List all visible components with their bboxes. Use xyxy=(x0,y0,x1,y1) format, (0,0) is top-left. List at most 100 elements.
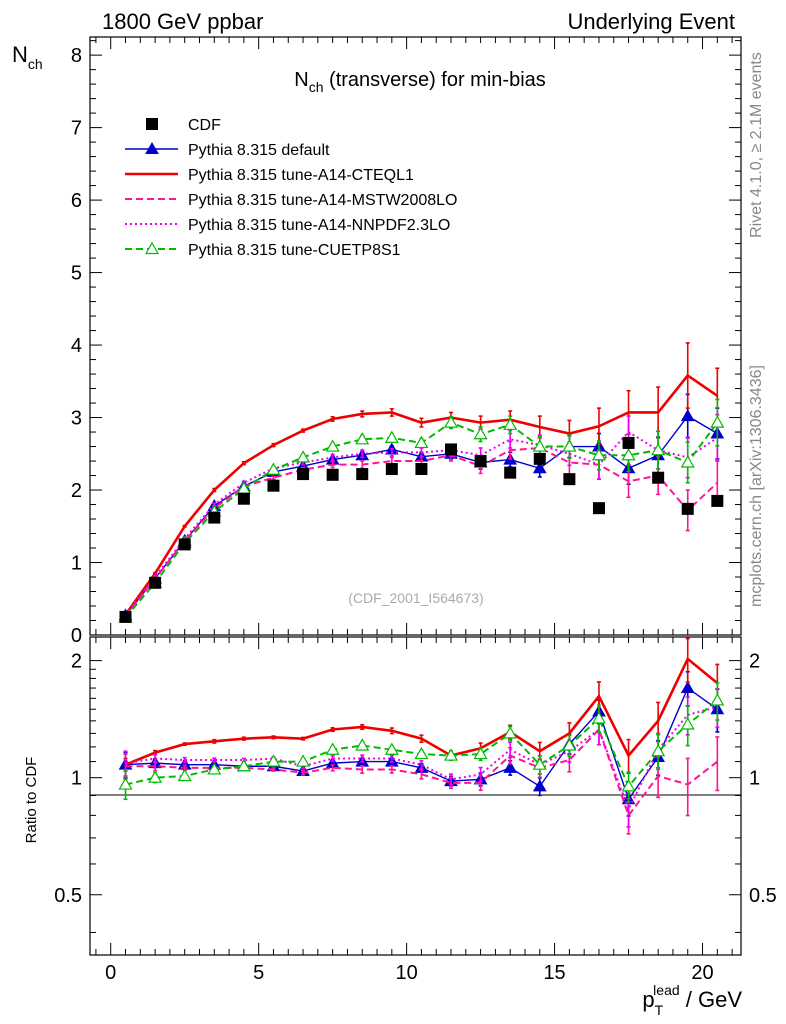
cdf-data-point xyxy=(445,443,458,456)
cdf-data-point xyxy=(119,610,132,623)
main-y-axis-label: Nch xyxy=(12,42,43,72)
cdf-data-point xyxy=(592,502,605,515)
legend-swatch-marker xyxy=(145,141,159,154)
ratio-point xyxy=(562,738,577,751)
cdf-data-point xyxy=(297,468,310,481)
ratio-point xyxy=(680,681,695,694)
y-tick-label: 7 xyxy=(71,118,82,140)
header-collision-label: 1800 GeV ppbar xyxy=(102,9,263,34)
series-pythia-8-315-default xyxy=(118,393,725,621)
ratio-point xyxy=(207,762,222,775)
legend: CDF Pythia 8.315 default Pythia 8.315 tune… xyxy=(125,117,457,259)
cdf-data-point xyxy=(622,436,635,449)
y-tick-label: 8 xyxy=(71,45,82,67)
y-tick-label: 4 xyxy=(71,335,82,357)
ratio-y-tick-label-right: 2 xyxy=(749,651,760,673)
legend-label: Pythia 8.315 tune-CUETP8S1 xyxy=(188,242,401,259)
cdf-data-point xyxy=(237,492,250,505)
cdf-data-point xyxy=(533,452,546,465)
legend-label: Pythia 8.315 tune-A14-NNPDF2.3LO xyxy=(188,217,450,234)
cdf-data-point xyxy=(267,479,280,492)
ratio-point xyxy=(384,742,399,755)
cdf-data-point xyxy=(178,538,191,551)
ratio-point xyxy=(651,743,666,757)
data-point xyxy=(296,450,311,463)
ratio-y-tick-label-right: 1 xyxy=(749,768,760,790)
legend-item: CDF xyxy=(146,117,221,134)
data-point xyxy=(621,448,636,461)
ratio-series-pythia-8-315-default xyxy=(118,670,725,817)
x-tick-label: 10 xyxy=(395,962,417,984)
ratio-point xyxy=(680,717,695,730)
data-point xyxy=(325,439,340,452)
ratio-point xyxy=(503,726,518,739)
ratio-y-tick-label-right: 0.5 xyxy=(749,885,777,907)
ratio-point xyxy=(532,779,547,792)
data-point xyxy=(384,430,399,443)
x-tick-label: 0 xyxy=(105,962,116,984)
series-cdf xyxy=(119,436,724,623)
x-tick-label: 15 xyxy=(543,962,565,984)
ratio-point xyxy=(710,693,725,706)
main-frame xyxy=(89,36,742,636)
data-point xyxy=(680,409,695,422)
cdf-data-point xyxy=(385,463,398,476)
data-point xyxy=(591,448,606,461)
ratio-frame xyxy=(89,636,742,956)
x-tick-label: 5 xyxy=(253,962,264,984)
mcplots-label: mcplots.cern.ch [arXiv:1306.3436] xyxy=(748,365,765,607)
x-tick-label: 20 xyxy=(691,962,713,984)
cdf-data-point xyxy=(356,468,369,481)
data-point xyxy=(710,415,725,428)
ratio-point xyxy=(296,754,311,767)
analysis-watermark: (CDF_2001_I564673) xyxy=(348,590,483,606)
series-pythia-8-315-tune-a14-cteql1 xyxy=(123,342,720,617)
cdf-data-point xyxy=(711,494,724,507)
ratio-point xyxy=(236,759,251,772)
ratio-point xyxy=(473,746,488,760)
data-point xyxy=(443,415,459,428)
x-axis-label: pTlead / GeV xyxy=(642,982,742,1018)
header-process-label: Underlying Event xyxy=(567,9,735,34)
y-tick-label: 5 xyxy=(71,263,82,285)
cdf-data-point xyxy=(563,473,576,486)
ratio-point xyxy=(325,742,340,755)
data-point xyxy=(414,435,429,449)
plot-title: Nch (transverse) for min-bias xyxy=(294,69,546,95)
ratio-point xyxy=(118,777,133,790)
ratio-point xyxy=(148,770,163,783)
legend-swatch-marker xyxy=(144,241,160,255)
data-point xyxy=(473,427,488,440)
cdf-data-point xyxy=(415,463,428,476)
legend-label: Pythia 8.315 tune-A14-MSTW2008LO xyxy=(188,192,457,209)
y-tick-label: 1 xyxy=(71,553,82,575)
y-tick-label: 6 xyxy=(71,190,82,212)
rivet-version-label: Rivet 4.1.0, ≥ 2.1M events xyxy=(748,52,765,238)
legend-item: Pythia 8.315 tune-CUETP8S1 xyxy=(125,241,401,259)
legend-label: Pythia 8.315 default xyxy=(188,142,330,159)
legend-label: CDF xyxy=(188,117,221,134)
cdf-data-point xyxy=(149,576,162,589)
y-tick-label: 3 xyxy=(71,408,82,430)
cdf-data-point xyxy=(652,471,665,484)
cdf-data-point xyxy=(474,455,487,468)
data-point xyxy=(532,439,547,452)
data-point xyxy=(651,442,666,456)
ratio-y-tick-label-left: 2 xyxy=(71,651,82,673)
legend-swatch-marker xyxy=(146,118,158,130)
data-point xyxy=(266,462,281,475)
ratio-point xyxy=(503,760,518,773)
data-point xyxy=(532,461,547,474)
legend-item: Pythia 8.315 tune-A14-NNPDF2.3LO xyxy=(125,217,450,234)
legend-item: Pythia 8.315 default xyxy=(125,141,330,159)
ratio-panel: 0 5 10 15 20 0.5 0.5 1 1 2 2 xyxy=(54,636,777,984)
ratio-point xyxy=(621,779,636,792)
ratio-point xyxy=(355,738,370,751)
legend-item: Pythia 8.315 tune-A14-CTEQL1 xyxy=(125,167,414,184)
data-point xyxy=(562,439,577,452)
ratio-point xyxy=(532,757,547,770)
ratio-point xyxy=(266,754,281,767)
ratio-y-tick-label-left: 0.5 xyxy=(54,885,82,907)
cdf-data-point xyxy=(681,502,694,515)
